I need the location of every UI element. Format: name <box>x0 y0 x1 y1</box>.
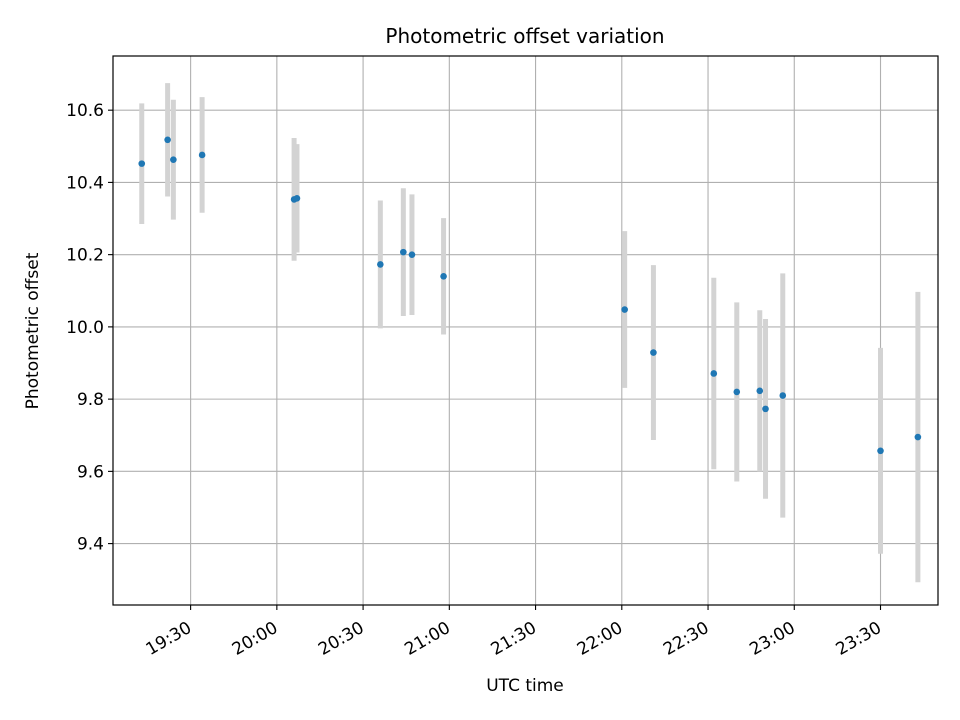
data-point <box>440 273 447 280</box>
data-point <box>621 306 628 313</box>
x-tick-label: 21:30 <box>488 618 540 660</box>
y-tick-label: 9.6 <box>77 462 104 482</box>
x-tick-label: 20:30 <box>315 618 367 660</box>
x-tick-label: 22:00 <box>574 618 626 660</box>
data-point <box>377 261 384 268</box>
data-point <box>877 447 884 455</box>
data-point <box>733 388 741 396</box>
x-tick-label: 22:30 <box>660 618 712 660</box>
data-point <box>164 136 171 144</box>
grid-layer <box>113 56 938 605</box>
data-point <box>293 195 301 202</box>
y-tick-label: 9.4 <box>77 535 104 555</box>
x-tick-label: 19:30 <box>143 618 195 660</box>
chart-title: Photometric offset variation <box>385 24 664 48</box>
x-tick-label: 23:00 <box>746 618 798 660</box>
y-tick-label: 10.4 <box>66 173 104 193</box>
data-point <box>756 387 764 395</box>
errorbar-layer <box>139 83 921 583</box>
x-tick-label: 21:00 <box>401 618 453 660</box>
x-axis-title: UTC time <box>486 676 564 696</box>
data-point <box>914 433 922 441</box>
data-point <box>650 349 657 356</box>
y-tick-label: 10.6 <box>66 101 104 121</box>
y-tick-label: 10.0 <box>66 318 104 338</box>
data-point <box>170 156 177 163</box>
data-point <box>198 151 206 159</box>
x-tick-label: 23:30 <box>833 618 885 660</box>
y-tick-label: 9.8 <box>77 390 104 410</box>
data-point <box>779 392 787 399</box>
y-axis-title: Photometric offset <box>23 252 43 409</box>
data-point <box>710 370 718 377</box>
plot-frame <box>112 55 939 606</box>
y-tick-label: 10.2 <box>66 246 104 266</box>
data-point <box>408 251 416 258</box>
data-point <box>138 160 146 167</box>
data-point <box>400 248 407 256</box>
point-layer <box>138 136 922 455</box>
data-point <box>762 405 769 413</box>
x-tick-label: 20:00 <box>229 618 281 660</box>
